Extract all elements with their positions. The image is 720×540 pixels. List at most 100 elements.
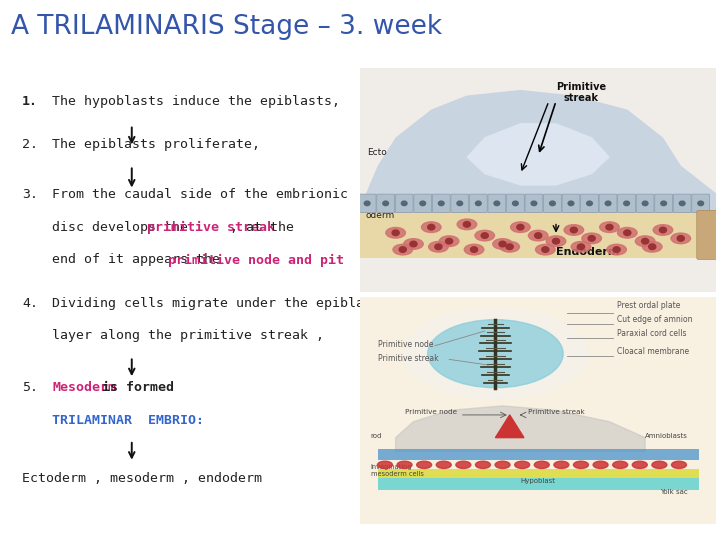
Text: Hypoblast: Hypoblast (521, 478, 556, 484)
Polygon shape (396, 406, 645, 451)
Text: 2.: 2. (22, 138, 38, 151)
Ellipse shape (428, 241, 449, 252)
FancyBboxPatch shape (488, 194, 505, 213)
Ellipse shape (528, 230, 548, 241)
Ellipse shape (404, 239, 423, 249)
FancyBboxPatch shape (395, 194, 413, 213)
Text: Dividing cells migrate under the epiblast: Dividing cells migrate under the epiblas… (53, 296, 380, 309)
FancyBboxPatch shape (580, 194, 598, 213)
Text: 3.: 3. (22, 188, 38, 201)
Ellipse shape (671, 233, 690, 244)
Circle shape (364, 201, 370, 206)
Text: primitive streak: primitive streak (147, 221, 274, 234)
Text: The hypoblasts induce the epiblasts,: The hypoblasts induce the epiblasts, (53, 95, 341, 108)
Circle shape (464, 221, 470, 227)
Ellipse shape (475, 461, 490, 469)
Ellipse shape (492, 239, 513, 249)
Ellipse shape (613, 461, 628, 469)
Ellipse shape (546, 236, 566, 246)
Circle shape (624, 230, 631, 235)
Ellipse shape (600, 222, 619, 233)
Ellipse shape (534, 461, 549, 469)
Circle shape (588, 235, 595, 241)
Polygon shape (360, 90, 716, 241)
Ellipse shape (421, 222, 441, 233)
Text: rod: rod (371, 433, 382, 438)
Circle shape (535, 233, 541, 238)
Text: 1.: 1. (22, 95, 38, 108)
Circle shape (568, 201, 574, 206)
Circle shape (698, 201, 703, 206)
Text: primitive node and pit: primitive node and pit (168, 253, 343, 267)
Circle shape (499, 241, 506, 247)
Text: Cloacal membrane: Cloacal membrane (616, 347, 689, 356)
Circle shape (517, 225, 524, 230)
Ellipse shape (500, 241, 520, 252)
Text: From the caudal side of the embrionic: From the caudal side of the embrionic (53, 188, 348, 201)
Circle shape (513, 201, 518, 206)
Ellipse shape (439, 236, 459, 246)
Circle shape (494, 201, 500, 206)
Circle shape (642, 238, 649, 244)
Ellipse shape (672, 461, 686, 469)
Text: 5.: 5. (22, 381, 38, 394)
Ellipse shape (393, 244, 413, 255)
Text: Primitive node: Primitive node (378, 340, 433, 349)
Circle shape (428, 225, 435, 230)
Text: Primitive streak: Primitive streak (378, 354, 438, 362)
Ellipse shape (510, 222, 530, 233)
Ellipse shape (457, 219, 477, 230)
Circle shape (435, 244, 442, 249)
Circle shape (541, 247, 549, 252)
Ellipse shape (515, 461, 530, 469)
Text: Mesoderm: Mesoderm (53, 381, 117, 394)
Circle shape (399, 247, 406, 252)
Text: Paraxial cord cells: Paraxial cord cells (616, 328, 686, 338)
Bar (378, 478, 698, 490)
Ellipse shape (436, 461, 451, 469)
FancyBboxPatch shape (673, 194, 691, 213)
Text: , at the: , at the (230, 221, 294, 234)
Text: disc develops the: disc develops the (53, 221, 197, 234)
Polygon shape (467, 124, 609, 185)
Ellipse shape (386, 227, 405, 238)
Ellipse shape (564, 225, 584, 235)
FancyBboxPatch shape (692, 194, 710, 213)
FancyBboxPatch shape (636, 194, 654, 213)
Text: A TRILAMINARIS Stage – 3. week: A TRILAMINARIS Stage – 3. week (11, 14, 442, 39)
Ellipse shape (618, 227, 637, 238)
FancyBboxPatch shape (377, 194, 395, 213)
FancyBboxPatch shape (697, 211, 718, 259)
Ellipse shape (456, 461, 471, 469)
FancyBboxPatch shape (432, 194, 450, 213)
Circle shape (470, 247, 477, 252)
Ellipse shape (402, 308, 588, 399)
Circle shape (678, 235, 684, 241)
Text: 4.: 4. (22, 296, 38, 309)
Text: The epiblasts proliferate,: The epiblasts proliferate, (53, 138, 261, 151)
Circle shape (475, 201, 481, 206)
Ellipse shape (582, 233, 601, 244)
Text: Primitive
streak: Primitive streak (556, 82, 606, 103)
Text: end of it appears the: end of it appears the (53, 253, 228, 266)
Text: Endoderm: Endoderm (556, 247, 619, 258)
Text: Amnioblasts: Amnioblasts (645, 433, 688, 438)
Circle shape (531, 201, 537, 206)
FancyBboxPatch shape (618, 194, 636, 213)
Circle shape (446, 238, 453, 244)
Circle shape (552, 238, 559, 244)
Ellipse shape (574, 461, 588, 469)
Circle shape (410, 241, 417, 247)
Ellipse shape (475, 230, 495, 241)
Circle shape (642, 201, 648, 206)
Ellipse shape (571, 241, 591, 252)
Circle shape (383, 201, 389, 206)
Polygon shape (495, 415, 524, 437)
FancyBboxPatch shape (506, 194, 524, 213)
Circle shape (457, 201, 463, 206)
Ellipse shape (428, 320, 563, 388)
Circle shape (660, 227, 667, 233)
Text: layer along the primitive streak ,: layer along the primitive streak , (53, 329, 325, 342)
FancyBboxPatch shape (544, 194, 562, 213)
Ellipse shape (495, 461, 510, 469)
